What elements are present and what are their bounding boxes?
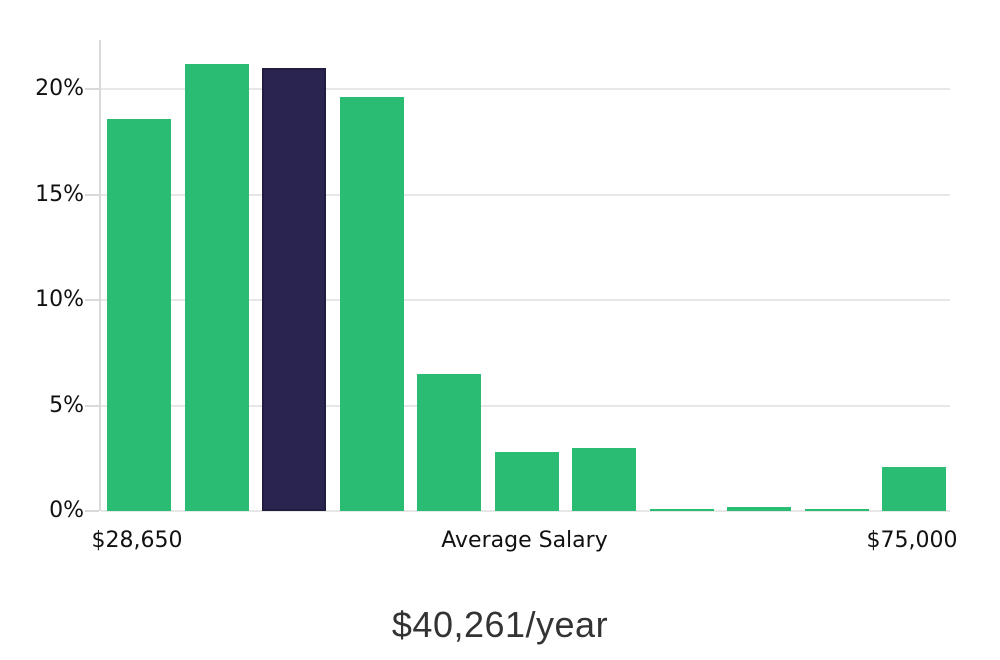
gridline-10%	[101, 299, 950, 301]
chart-title: $40,261/year	[391, 604, 609, 645]
y-tick-mark	[85, 404, 99, 407]
gridline-0%	[101, 510, 950, 512]
y-tick-mark	[85, 88, 99, 90]
x-axis-label--75-000: $75,000	[866, 528, 958, 553]
y-axis-label-20%: 20%	[35, 76, 84, 101]
gridline-5%	[101, 404, 950, 407]
bar-9	[804, 508, 869, 511]
bar-1	[184, 63, 249, 511]
y-axis-label-5%: 5%	[49, 392, 84, 418]
bar-0	[107, 118, 171, 511]
y-tick-mark	[85, 193, 99, 196]
bar-7	[649, 508, 714, 511]
gridline-20%	[101, 88, 950, 90]
gridline-15%	[101, 193, 950, 196]
bar-highlighted-average-bracket	[262, 67, 326, 511]
bar-4	[417, 373, 481, 511]
plot-area	[99, 40, 950, 512]
x-axis-label--28-650: $28,650	[91, 528, 183, 553]
y-tick-mark	[85, 510, 99, 512]
bar-10	[882, 466, 946, 511]
bar-3	[339, 97, 404, 511]
y-axis-label-10%: 10%	[35, 287, 84, 312]
bar-6	[572, 447, 636, 511]
bar-8	[727, 506, 791, 511]
y-tick-mark	[85, 299, 99, 301]
bar-5	[494, 451, 559, 511]
y-axis-label-15%: 15%	[35, 181, 84, 207]
x-axis-label-average-salary: Average Salary	[441, 528, 608, 553]
y-axis-label-0%: 0%	[49, 498, 84, 523]
